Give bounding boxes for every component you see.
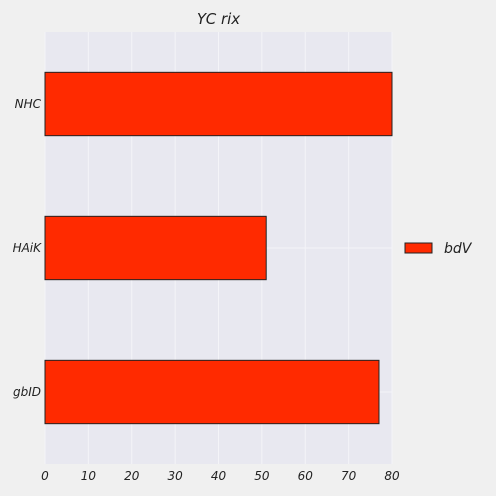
x-tick-label: 40 — [211, 469, 227, 483]
x-tick-labels: 0 10 20 30 40 50 60 70 80 — [41, 469, 400, 483]
x-tick-label: 80 — [384, 469, 400, 483]
x-tick-label: 60 — [298, 469, 314, 483]
bar-NHC — [44, 71, 393, 137]
legend-label: bdV — [444, 241, 473, 257]
x-tick-label: 0 — [41, 469, 49, 483]
chart-title: YC rix — [197, 10, 240, 28]
x-tick-label: 70 — [341, 469, 357, 483]
y-tick-label: gbID — [13, 385, 41, 399]
legend-swatch — [404, 242, 433, 254]
bar-HAiK — [44, 215, 267, 281]
x-tick-label: 10 — [81, 469, 97, 483]
y-tick-label: HAiK — [13, 241, 43, 255]
legend: bdV — [404, 241, 473, 257]
y-tick-labels: gbID HAiK NHC — [13, 97, 43, 399]
x-tick-label: 20 — [124, 469, 140, 483]
x-tick-label: 50 — [254, 469, 270, 483]
bar-gbID — [44, 359, 380, 425]
y-tick-label: NHC — [15, 97, 42, 111]
x-tick-label: 30 — [167, 469, 183, 483]
bars — [44, 71, 393, 425]
